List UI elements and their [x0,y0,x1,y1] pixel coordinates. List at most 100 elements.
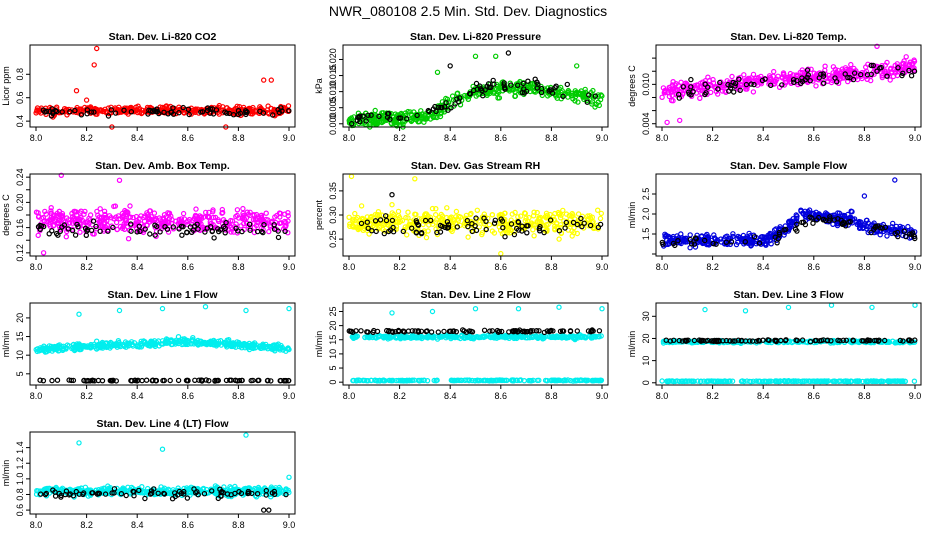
data-point [253,222,260,229]
data-point [832,66,839,73]
data-point [560,93,566,100]
data-point [908,72,915,79]
data-point [423,234,430,241]
x-tick-label: 8.8 [545,262,558,272]
data-point [142,226,148,232]
data-point [421,112,428,119]
data-point [366,231,372,237]
data-point [184,221,190,228]
data-point [766,73,773,79]
data-point [400,228,406,235]
data-point [159,305,166,312]
data-point [564,81,571,88]
x-tick-label: 8.0 [30,133,43,143]
data-point [670,78,676,85]
data-point [84,110,90,117]
data-point [223,219,229,226]
data-point [112,110,119,116]
data-point [121,107,127,114]
data-point [348,115,355,121]
data-point [574,328,581,334]
data-point [743,234,750,240]
data-point [364,219,370,225]
x-tick-label: 8.6 [495,262,508,272]
data-point [526,214,532,221]
data-point [519,228,525,234]
data-point [180,104,186,111]
data-point [111,203,117,210]
data-point [437,111,443,117]
data-point [74,221,80,228]
data-point [473,80,480,87]
data-point [762,76,768,82]
data-point [892,177,898,183]
data-point [579,223,585,230]
data-point [404,232,410,238]
data-point [890,73,897,80]
data-point [261,221,267,228]
data-point [508,82,514,88]
data-point [814,217,820,223]
data-point [882,62,889,68]
data-point [768,241,774,247]
data-point [768,82,774,89]
data-point [393,223,400,230]
data-point [154,106,160,112]
data-point [229,218,236,224]
data-point [704,231,710,238]
data-point [827,216,833,222]
data-point [518,213,524,219]
x-tick-label: 8.6 [182,391,195,401]
data-point [751,81,757,88]
data-point [532,221,538,228]
y-axis-label: degrees C [1,194,11,236]
data-point [246,221,253,227]
data-point [676,91,682,98]
x-tick-label: 8.4 [131,262,144,272]
data-point [868,229,874,236]
data-point [422,212,428,218]
data-point [903,233,909,240]
data-point [589,101,595,107]
data-point [804,67,811,73]
x-tick-label: 8.2 [393,133,406,143]
data-point [473,227,480,234]
panel-title: Stan. Dev. Li-820 Pressure [410,31,541,43]
data-point [239,228,245,235]
data-point [283,222,289,228]
data-point [93,45,100,52]
data-point [793,212,799,218]
data-point [472,53,479,60]
data-point [219,209,226,216]
x-tick-label: 8.4 [757,262,770,272]
data-point [145,211,151,218]
data-point [574,63,580,69]
x-tick-label: 8.4 [131,133,144,143]
data-point [398,115,404,121]
data-point [97,228,103,234]
data-point [692,244,699,250]
data-point [847,74,853,81]
y-tick-label: 0.020 [328,48,338,71]
x-tick-label: 8.8 [858,262,871,272]
data-point [473,93,479,99]
data-point [405,209,411,215]
data-point [499,230,506,237]
data-point [479,87,485,94]
data-point [543,222,550,228]
data-point [868,71,875,78]
data-point [191,215,197,222]
data-point [143,377,150,383]
data-point [728,239,735,245]
data-point [93,225,100,232]
data-point [47,108,53,115]
data-point [372,107,378,114]
data-point [240,220,247,227]
data-point [77,216,83,223]
data-point [563,219,570,226]
x-tick-label: 9.0 [909,262,922,272]
data-point [429,308,436,315]
x-tick-label: 8.6 [808,133,821,143]
data-point [486,221,493,228]
